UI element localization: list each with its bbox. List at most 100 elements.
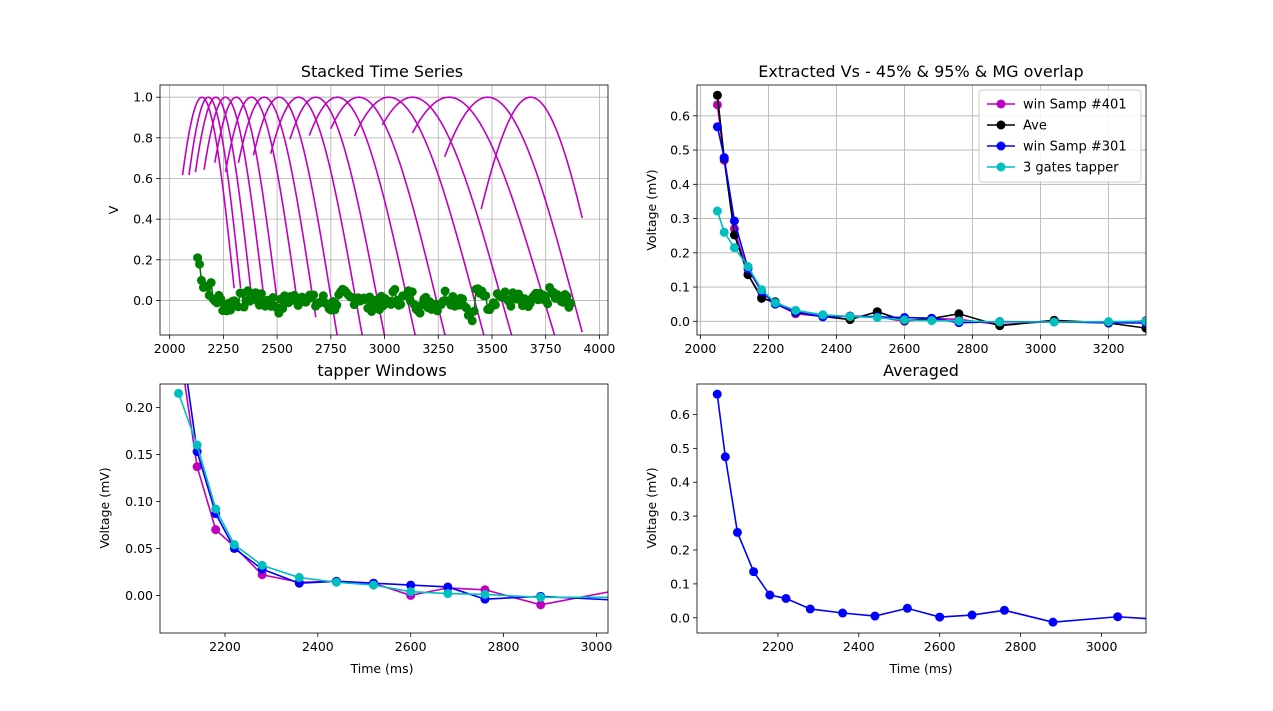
- extracted-ytick-label-1: 0.1: [670, 280, 690, 295]
- averaged-series-0-point-9: [902, 603, 912, 613]
- averaged-ytick-label-0: 0.0: [670, 610, 690, 625]
- averaged-series-0-point-6: [805, 604, 815, 614]
- extracted-series-3-point-8: [845, 312, 855, 322]
- stacked-signal-point-154: [490, 300, 500, 310]
- averaged-series-0-point-11: [967, 610, 977, 620]
- tapper-series-0-point-11: [536, 600, 546, 610]
- extracted-ytick-label-6: 0.6: [670, 108, 690, 123]
- tapper-series-2: [174, 388, 608, 602]
- stacked-window-curve-15: [443, 96, 583, 333]
- stacked-window-curve-14: [411, 96, 556, 335]
- stacked-xtick-label-1: 2250: [207, 341, 239, 356]
- tapper-series-2-point-8: [406, 587, 416, 597]
- stacked-signal-point-128: [440, 286, 450, 296]
- extracted-series-3-point-9: [872, 313, 882, 323]
- stacked-signal-point-17: [225, 305, 235, 315]
- stacked-signal-point-7: [206, 278, 216, 288]
- extracted-series-2-point-2: [729, 216, 739, 226]
- tapper-series-2-point-1: [192, 440, 202, 450]
- stacked-window-curve-7: [252, 96, 338, 335]
- extracted-xtick-label-2: 2400: [821, 341, 853, 356]
- stacked-signal-point-12: [216, 294, 226, 304]
- stacked-ytick-label-3: 0.6: [133, 171, 153, 186]
- extracted-ytick-label-3: 0.3: [670, 211, 690, 226]
- stacked-xtick-label-3: 2750: [315, 341, 347, 356]
- tapper-series-2-point-6: [331, 577, 341, 587]
- averaged-series-0-point-2: [732, 527, 742, 537]
- stacked-signal-point-142: [467, 316, 477, 326]
- extracted-ytick-label-4: 0.4: [670, 177, 690, 192]
- extracted-series-3-point-12: [954, 316, 964, 326]
- tapper-xtick-label-1: 2400: [302, 639, 334, 654]
- tapper-frame: [159, 383, 609, 634]
- averaged-ytick-label-1: 0.1: [670, 576, 690, 591]
- averaged-xtick-label-1: 2400: [843, 639, 875, 654]
- averaged-ytick-label-2: 0.2: [670, 543, 690, 558]
- tapper-xtick-label-0: 2200: [209, 639, 241, 654]
- extracted-series-3-point-11: [927, 316, 937, 326]
- stacked-signal-point-137: [458, 294, 468, 304]
- stacked-xtick-label-0: 2000: [154, 341, 186, 356]
- extracted-series-1-point-0: [712, 90, 722, 100]
- averaged-xtick-label-0: 2200: [762, 639, 794, 654]
- averaged-series-0-point-8: [870, 611, 880, 621]
- stacked-curves: [181, 96, 583, 335]
- stacked-ytick-label-1: 0.2: [133, 252, 153, 267]
- extracted-series-3-point-10: [899, 315, 909, 325]
- extracted-series-2-point-1: [719, 153, 729, 163]
- stacked-signal-point-162: [506, 301, 516, 311]
- stacked-signal-point-193: [566, 298, 576, 308]
- stacked-xtick-label-2: 2500: [261, 341, 293, 356]
- extracted-series-3: [712, 206, 1146, 327]
- tapper-series-1-point-8: [406, 580, 416, 590]
- stacked-window-curve-16: [480, 96, 583, 219]
- stacked-plot-title: Stacked Time Series: [301, 62, 463, 81]
- stacked-signal-point-191: [562, 291, 572, 301]
- extracted-legend-marker-3: [996, 162, 1006, 172]
- extracted-series-3-point-0: [712, 206, 722, 216]
- extracted-series-3-point-3: [743, 262, 753, 272]
- averaged-ytick-label-3: 0.3: [670, 509, 690, 524]
- stacked-window-curve-2: [194, 96, 253, 295]
- stacked-signal-point-65: [318, 291, 328, 301]
- tapper-series-0-point-1: [192, 462, 202, 472]
- stacked-ytick-label-4: 0.8: [133, 130, 153, 145]
- extracted-legend-box: [978, 89, 1142, 183]
- tapper-windows-plot: tapper Windows Time (ms) Voltage (mV) 22…: [97, 361, 612, 676]
- stacked-signal-point-159: [500, 287, 510, 297]
- extracted-legend-label-2: win Samp #301: [1023, 140, 1127, 155]
- extracted-series-3-point-4: [757, 285, 767, 295]
- extracted-legend-marker-1: [996, 120, 1006, 130]
- extracted-series-0-point-0: [712, 100, 722, 110]
- tapper-series-2-point-9: [443, 589, 453, 599]
- tapper-series-2-point-7: [369, 580, 379, 590]
- stacked-signal-point-72: [332, 300, 342, 310]
- extracted-xtick-label-3: 2600: [889, 341, 921, 356]
- tapper-ytick-label-1: 0.05: [125, 541, 153, 556]
- tapper-plot-ylabel: Voltage (mV): [97, 467, 112, 548]
- averaged-frame: [696, 383, 1147, 634]
- extracted-ytick-label-0: 0.0: [670, 314, 690, 329]
- extracted-legend-label-0: win Samp #401: [1023, 98, 1127, 113]
- stacked-window-curve-3: [203, 96, 266, 301]
- stacked-signal-point-60: [309, 290, 319, 300]
- extracted-series-3-point-2: [729, 243, 739, 253]
- extracted-xtick-label-5: 3000: [1025, 341, 1057, 356]
- stacked-window-curve-4: [214, 96, 281, 318]
- stacked-signal-point-111: [407, 287, 417, 297]
- tapper-ytick-label-0: 0.00: [125, 588, 153, 603]
- extracted-series-1-point-12: [954, 309, 964, 319]
- averaged-series-0-point-0: [712, 389, 722, 399]
- extracted-series-3-point-15: [1104, 317, 1114, 327]
- extracted-series-3-point-16: [1141, 316, 1146, 326]
- stacked-xtick-label-4: 3000: [369, 341, 401, 356]
- extracted-legend-marker-0: [996, 99, 1006, 109]
- tapper-series-2-point-10: [480, 589, 490, 599]
- extracted-series-3-point-1: [719, 227, 729, 237]
- tapper-series-2-point-11: [536, 592, 546, 602]
- stacked-signal-point-90: [367, 306, 377, 316]
- stacked-window-curve-6: [237, 96, 317, 318]
- stacked-signal-point-105: [396, 299, 406, 309]
- extracted-plot-title: Extracted Vs - 45% & 95% & MG overlap: [758, 62, 1083, 81]
- averaged-series-0-point-10: [935, 612, 945, 622]
